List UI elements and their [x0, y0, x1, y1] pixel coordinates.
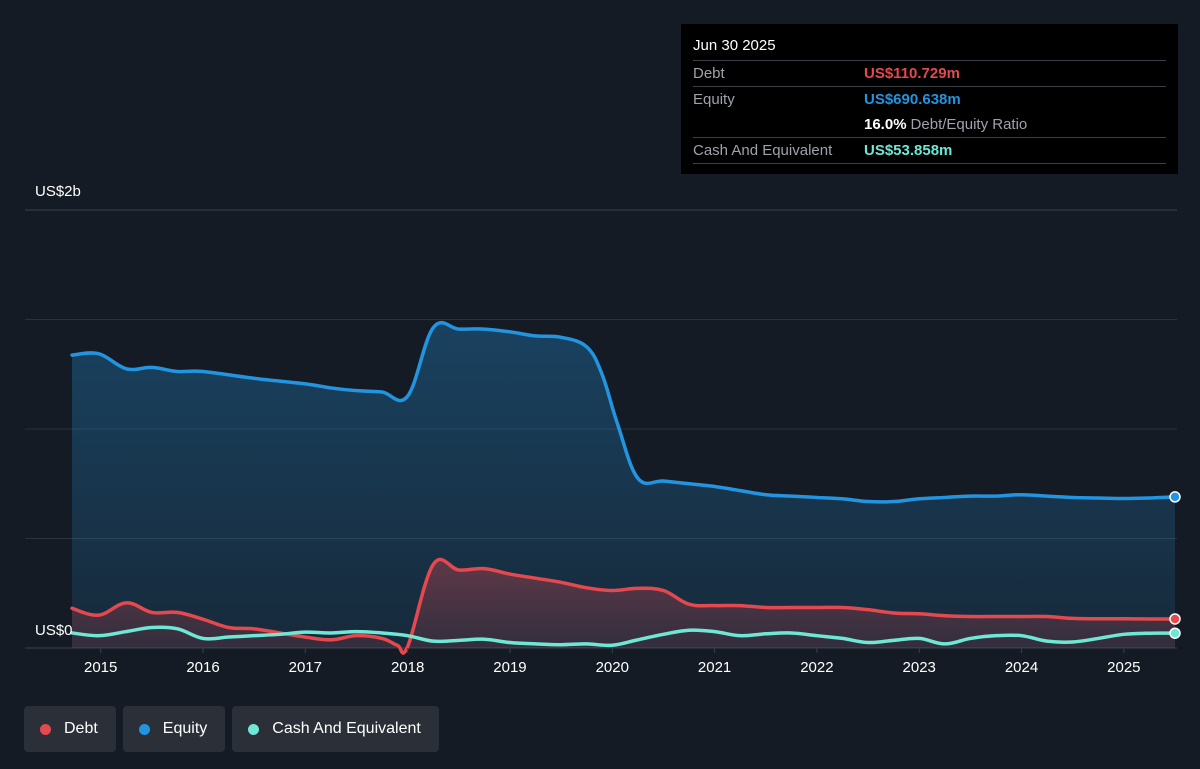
cash-end-point — [1169, 627, 1181, 639]
tooltip-ratio-row: 16.0% Debt/Equity Ratio — [693, 112, 1166, 137]
tooltip-equity-value: US$690.638m — [864, 91, 961, 108]
equity-dot-icon — [138, 723, 150, 735]
tooltip-ratio-label: Debt/Equity Ratio — [910, 116, 1028, 133]
legend-item-cash[interactable]: Cash And Equivalent — [232, 706, 439, 752]
tooltip-ratio-value: 16.0% — [864, 116, 907, 133]
equity-end-point — [1169, 491, 1181, 503]
y-axis-top-label: US$2b — [35, 183, 81, 200]
x-tick-label: 2020 — [596, 659, 629, 676]
equity-area — [72, 322, 1176, 648]
x-tick-label: 2024 — [1005, 659, 1038, 676]
x-tick-label: 2021 — [698, 659, 731, 676]
debt-line — [70, 557, 1177, 655]
tooltip-date: Jun 30 2025 — [693, 37, 776, 54]
tooltip-equity-label: Equity — [693, 91, 735, 108]
tooltip-cash-value: US$53.858m — [864, 142, 953, 159]
equity-line — [70, 321, 1177, 504]
tooltip-debt-label: Debt — [693, 65, 725, 82]
x-tick-label: 2015 — [84, 659, 117, 676]
tooltip-debt-row: Debt US$110.729m — [693, 60, 1166, 86]
debt-end-point — [1169, 613, 1181, 625]
tooltip-debt-value: US$110.729m — [864, 65, 960, 82]
cash-line — [70, 625, 1177, 648]
y-axis-bottom-label: US$0 — [35, 622, 73, 639]
tooltip-panel: Jun 30 2025 Debt US$110.729m Equity US$6… — [681, 24, 1178, 174]
tooltip-cash-label: Cash And Equivalent — [693, 142, 833, 159]
legend-label-equity: Equity — [162, 720, 208, 737]
legend-label-debt: Debt — [64, 720, 98, 737]
x-tick-label: 2022 — [800, 659, 833, 676]
x-tick-label: 2016 — [186, 659, 219, 676]
debt-dot-icon — [40, 723, 51, 735]
x-tick-label: 2019 — [493, 659, 526, 676]
tooltip-cash-row: Cash And Equivalent US$53.858m — [693, 137, 1166, 164]
chart-legend: Debt Equity Cash And Equivalent — [24, 706, 439, 752]
legend-item-debt[interactable]: Debt — [24, 706, 116, 752]
x-tick-label: 2017 — [289, 659, 322, 676]
x-tick-label: 2018 — [391, 659, 424, 676]
cash-dot-icon — [248, 723, 260, 735]
debt-area — [72, 559, 1176, 654]
x-tick-label: 2025 — [1107, 659, 1140, 676]
legend-item-equity[interactable]: Equity — [122, 706, 226, 752]
x-tick-label: 2023 — [903, 659, 936, 676]
legend-label-cash: Cash And Equivalent — [272, 720, 421, 737]
tooltip-equity-row: Equity US$690.638m — [693, 86, 1166, 112]
